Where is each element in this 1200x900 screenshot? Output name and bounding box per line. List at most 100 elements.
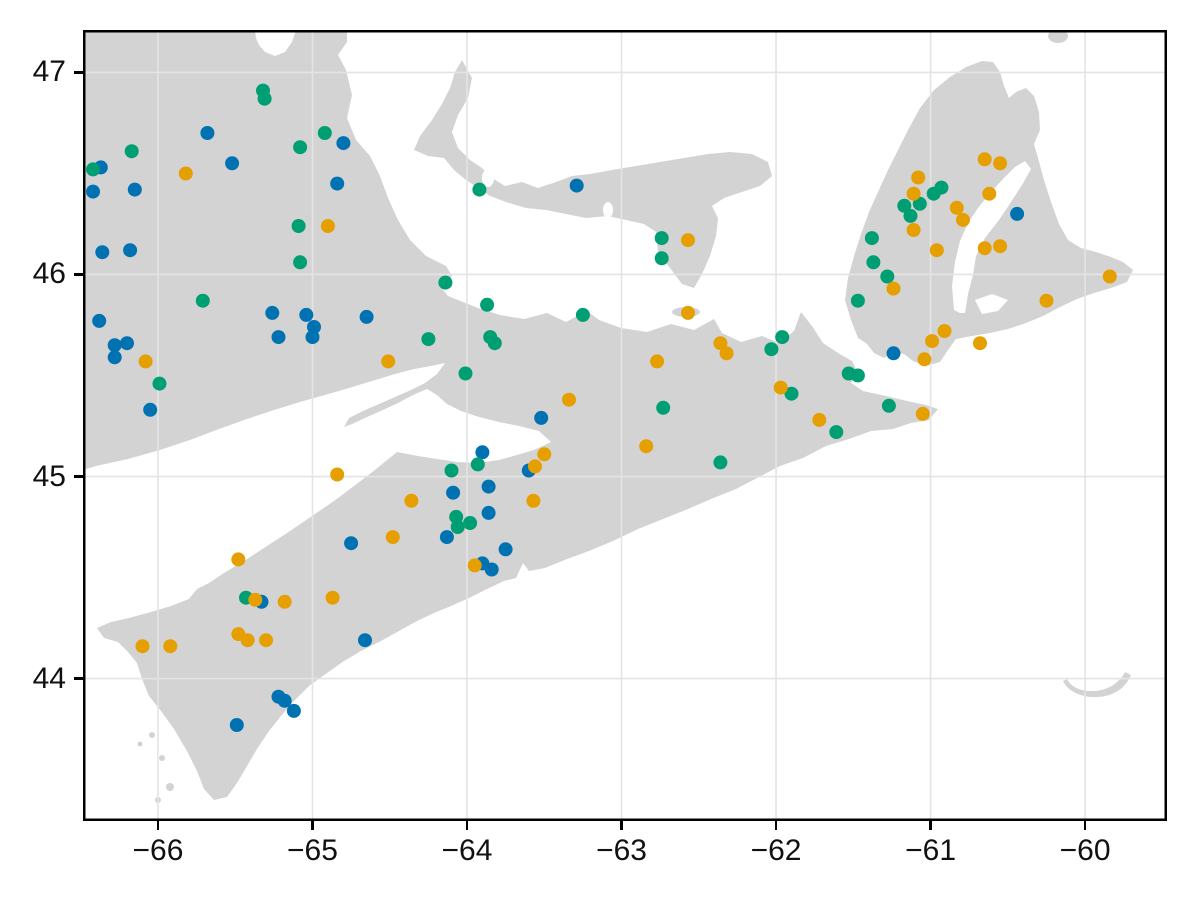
plot-border <box>83 30 1167 821</box>
data-point-green <box>487 336 502 351</box>
data-point-orange <box>949 200 964 215</box>
data-point-blue <box>86 184 100 199</box>
data-point-blue <box>446 485 461 500</box>
data-point-green <box>881 398 896 413</box>
x-tick-label: −63 <box>596 834 647 867</box>
data-point-green <box>926 186 941 201</box>
data-point-blue <box>305 330 320 345</box>
data-point-blue <box>271 330 286 345</box>
data-point-orange <box>993 156 1008 171</box>
data-point-orange <box>277 594 292 609</box>
data-point-orange <box>138 354 153 369</box>
data-point-green <box>575 307 590 322</box>
data-point-blue <box>120 336 134 351</box>
x-tick-label: −64 <box>441 834 493 867</box>
data-point-green <box>293 255 308 270</box>
data-point-green <box>829 425 844 440</box>
data-point-orange <box>330 467 345 482</box>
data-point-orange <box>526 493 541 508</box>
data-point-orange <box>956 212 970 227</box>
data-point-green <box>450 520 465 534</box>
data-point-blue <box>886 346 901 361</box>
data-point-orange <box>163 639 178 654</box>
data-point-blue <box>229 718 244 732</box>
data-point-blue <box>299 307 314 322</box>
data-point-green <box>850 293 865 308</box>
x-tick-mark <box>774 821 778 830</box>
data-point-blue <box>359 309 374 324</box>
data-point-blue <box>481 505 496 520</box>
data-point-orange <box>906 223 921 237</box>
x-tick-mark <box>465 821 469 830</box>
landmass-pei <box>414 60 772 288</box>
x-tick-label: −66 <box>132 834 184 867</box>
data-point-blue <box>107 350 122 365</box>
data-point-blue <box>358 633 372 648</box>
water-malpeque-bay <box>482 169 494 187</box>
data-point-orange <box>231 552 246 567</box>
water-bras-dor-east-bay <box>975 294 1008 314</box>
data-point-orange <box>973 336 987 351</box>
landmass-sable-island <box>1063 672 1131 698</box>
y-tick-label: 45 <box>32 459 66 493</box>
data-point-orange <box>385 530 400 545</box>
y-tick-label: 47 <box>32 55 66 89</box>
data-point-green <box>317 126 332 140</box>
x-tick-label: −65 <box>287 834 338 867</box>
data-point-green <box>124 144 139 159</box>
data-point-green <box>880 269 895 284</box>
data-point-green <box>195 293 210 308</box>
data-point-orange <box>178 166 193 181</box>
data-point-green <box>293 140 308 155</box>
data-point-orange <box>248 592 263 607</box>
y-tick-mark <box>74 273 83 276</box>
y-tick-mark <box>74 475 83 478</box>
data-point-orange <box>381 354 396 369</box>
data-point-green <box>775 330 790 345</box>
data-point-orange <box>713 336 728 351</box>
data-point-green <box>438 275 453 290</box>
data-point-blue <box>481 479 496 494</box>
data-point-orange <box>681 233 695 248</box>
data-point-green <box>864 231 879 246</box>
data-point-orange <box>639 439 654 454</box>
x-tick-mark <box>156 821 160 830</box>
data-point-blue <box>225 156 240 171</box>
data-point-blue <box>127 182 142 197</box>
data-point-green <box>912 196 927 211</box>
data-point-orange <box>917 352 932 367</box>
data-point-blue <box>569 178 584 193</box>
landmass-islet <box>137 741 143 747</box>
data-point-orange <box>977 152 992 167</box>
data-point-blue <box>439 530 454 545</box>
data-point-green <box>713 455 728 470</box>
data-point-blue <box>344 536 359 551</box>
landmass-top-islet <box>1048 30 1068 43</box>
data-point-orange <box>404 493 419 508</box>
data-point-orange <box>719 346 734 361</box>
data-point-orange <box>135 639 150 654</box>
data-point-blue <box>107 338 122 353</box>
data-point-orange <box>906 186 921 201</box>
x-tick-mark <box>1083 821 1087 830</box>
data-point-green <box>86 162 100 177</box>
data-point-green <box>654 231 669 246</box>
data-point-green <box>850 368 865 383</box>
data-point-orange <box>650 354 665 369</box>
data-point-green <box>866 255 881 270</box>
data-point-orange <box>993 239 1008 254</box>
plot-area <box>83 30 1167 821</box>
data-point-blue <box>92 313 107 328</box>
data-point-green <box>903 208 918 223</box>
data-point-orange <box>562 392 576 407</box>
data-point-blue <box>265 305 280 320</box>
data-point-orange <box>1039 293 1054 308</box>
data-point-blue <box>143 402 158 417</box>
data-point-green <box>897 198 912 213</box>
data-point-orange <box>537 447 552 462</box>
y-tick-label: 44 <box>32 661 66 695</box>
data-point-green <box>656 400 671 415</box>
y-tick-mark <box>74 677 83 680</box>
data-point-green <box>444 463 459 478</box>
landmass-islet <box>166 783 174 791</box>
